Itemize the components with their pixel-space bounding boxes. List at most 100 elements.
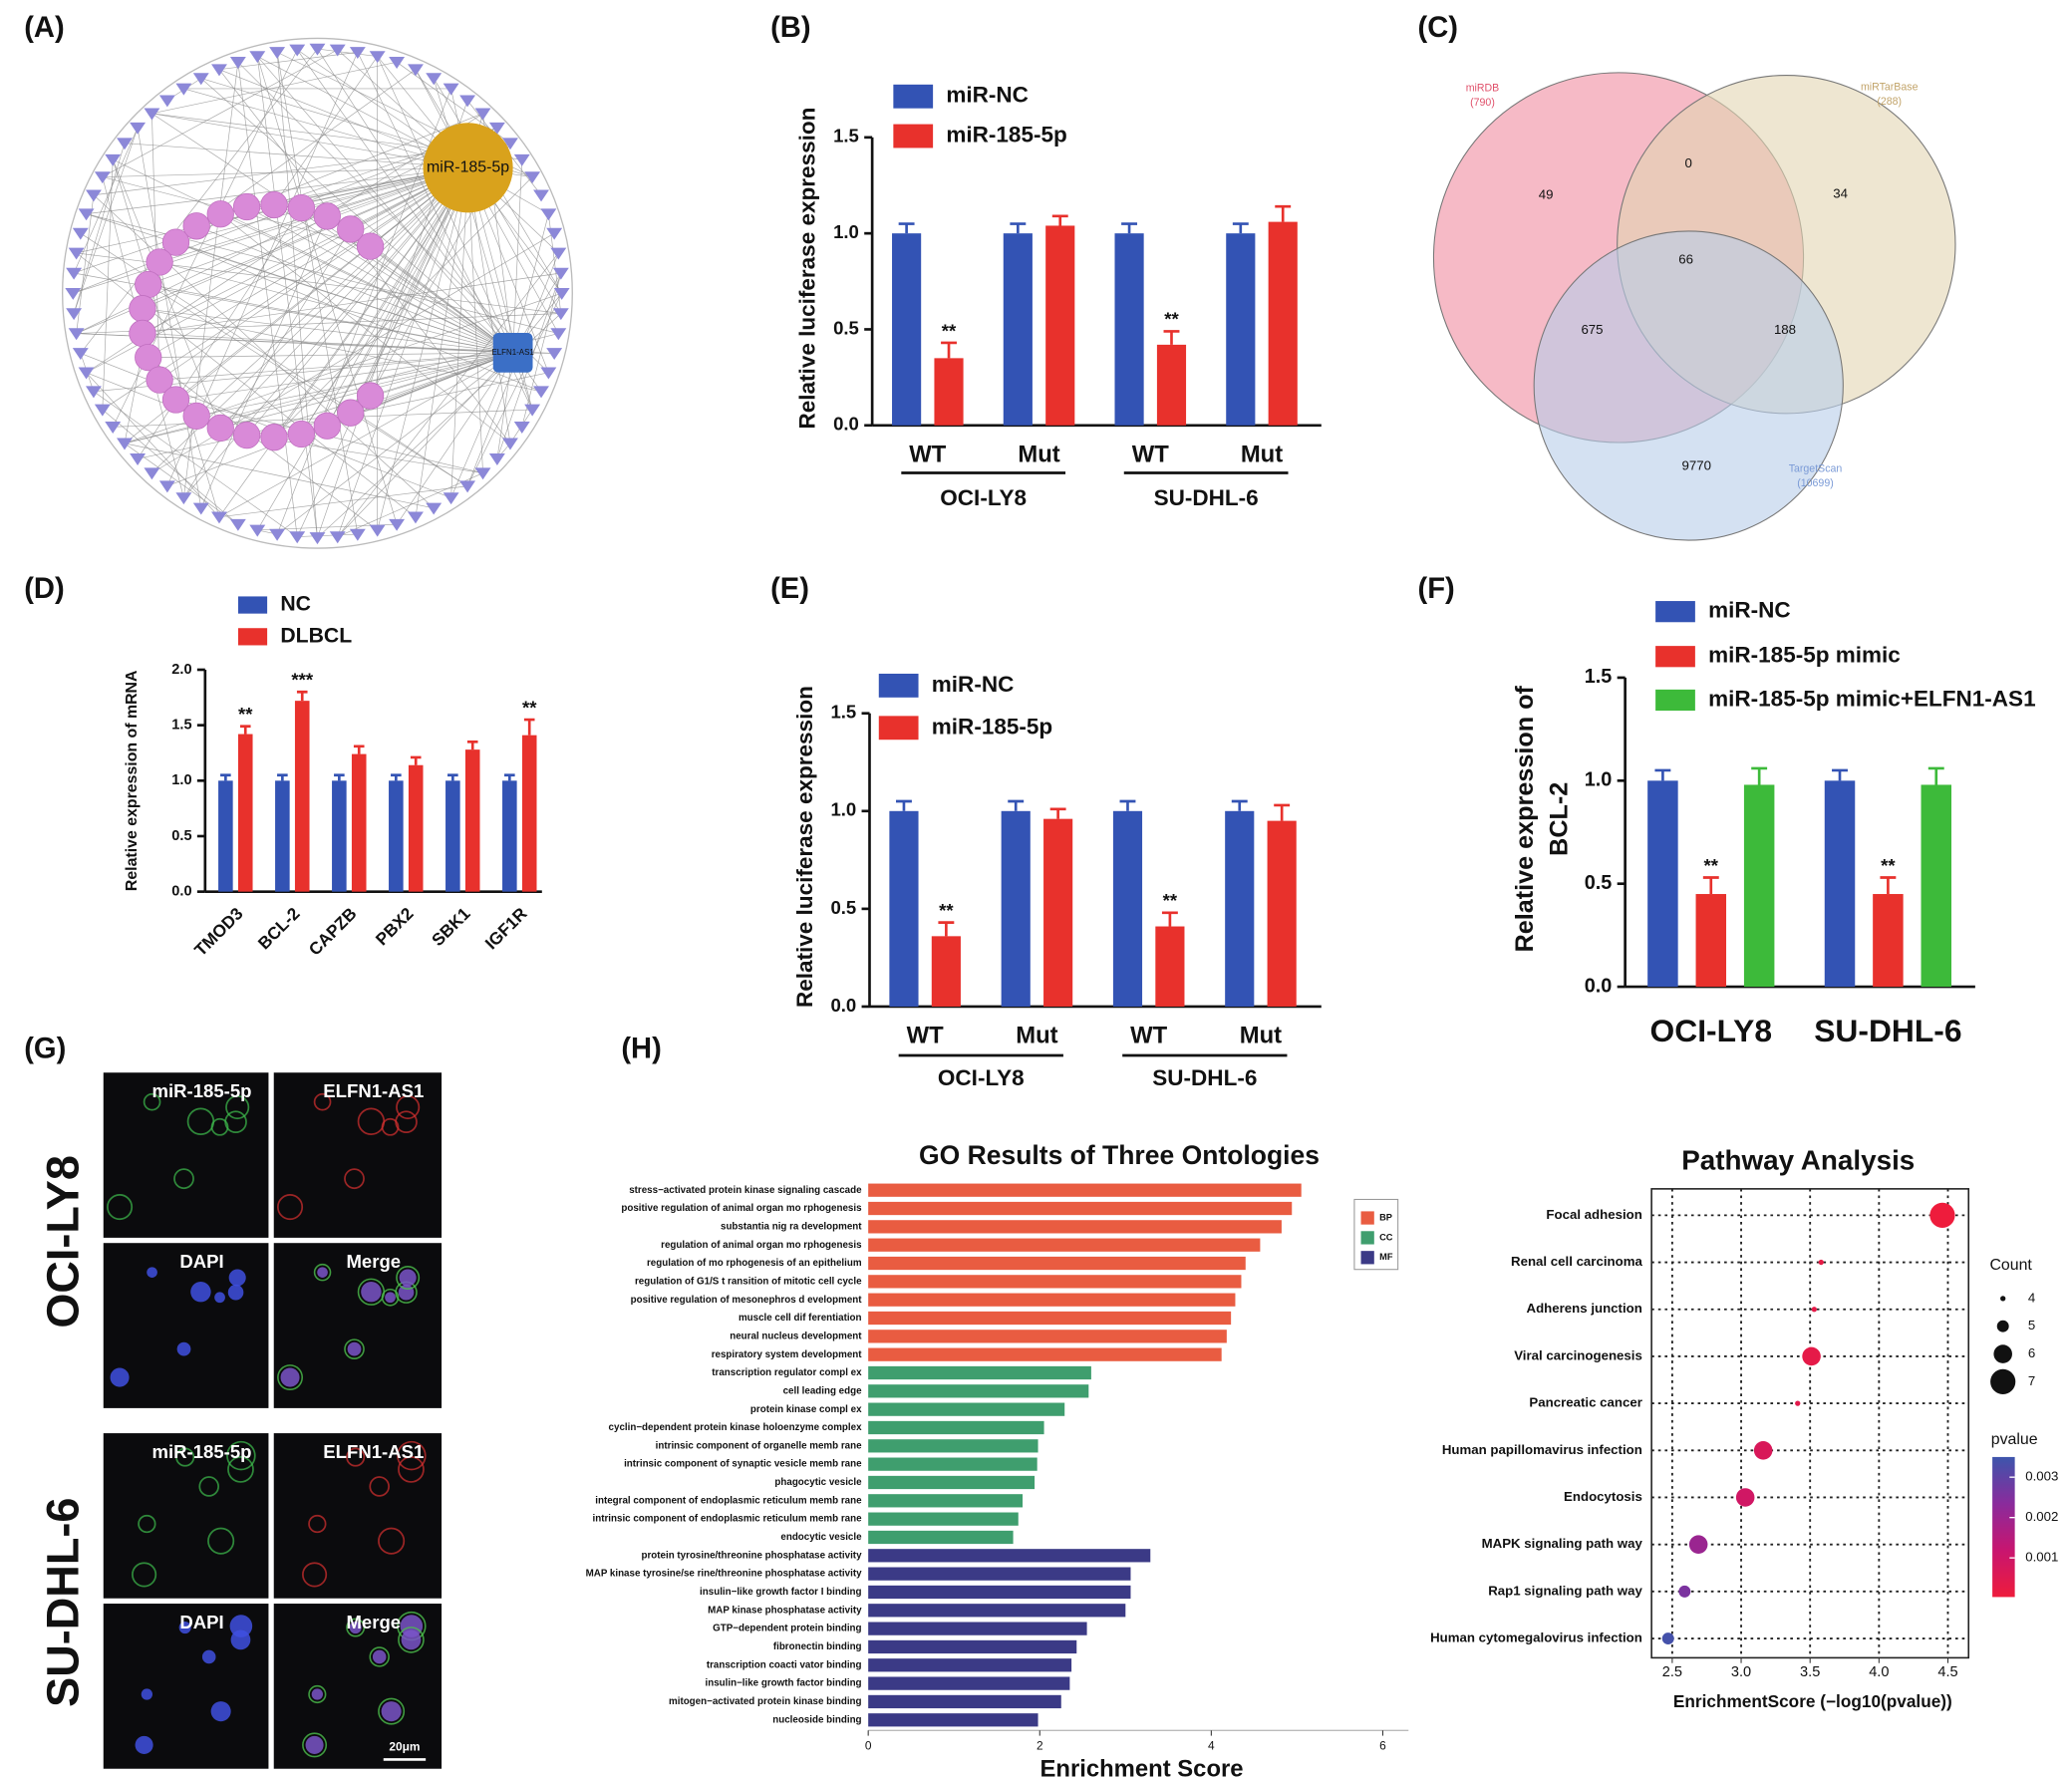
- mrna-node: [158, 95, 175, 108]
- mrna-node: [72, 227, 89, 240]
- network-edge: [256, 56, 398, 525]
- y-tick-label: 0.5: [1585, 872, 1613, 894]
- bar: [868, 1676, 1070, 1690]
- network-edge: [450, 352, 513, 498]
- mrna-node: [229, 518, 246, 531]
- error-bar: [1121, 222, 1138, 234]
- mrna-node: [546, 227, 563, 240]
- set-name: miRTarBase: [1861, 81, 1919, 93]
- network-edge: [512, 159, 523, 353]
- mrna-node: [552, 267, 569, 280]
- bar: [931, 936, 961, 1007]
- y-tick-label: 0.5: [833, 317, 859, 338]
- plot-frame: [1650, 1188, 1970, 1659]
- bar: [868, 1183, 1302, 1197]
- network-edge: [466, 293, 562, 486]
- network-edge: [246, 113, 483, 207]
- y-tick-label: regulation of animal organ mo rphogenesi…: [661, 1240, 862, 1251]
- cell: [198, 1476, 220, 1497]
- panel-label: (B): [770, 12, 810, 44]
- network-edge: [276, 352, 513, 535]
- bar: [868, 1639, 1077, 1654]
- mrna-node: [408, 511, 424, 524]
- legend-label: MF: [1379, 1252, 1393, 1262]
- network-edge: [237, 62, 298, 537]
- colorbar: [1992, 1456, 2015, 1598]
- mrna-node: [249, 51, 266, 64]
- y-tick-label: neural nucleus development: [730, 1331, 862, 1341]
- network-edge: [80, 48, 318, 354]
- error-bar: [391, 773, 402, 781]
- bar: [408, 764, 424, 892]
- network-edge: [142, 333, 513, 354]
- bar: [892, 233, 922, 426]
- mirna-node: [313, 412, 341, 440]
- error-bar: [1274, 803, 1291, 821]
- y-tick-label: Renal cell carcinoma: [1511, 1254, 1642, 1269]
- network-edge: [273, 176, 533, 438]
- error-bar: [1163, 330, 1180, 345]
- mirna-node: [287, 420, 316, 448]
- size-legend-title: Count: [1989, 1257, 2032, 1274]
- legend-label: miR-NC: [946, 83, 1029, 108]
- cell: [398, 1627, 425, 1653]
- error-bar: [334, 773, 345, 781]
- significance: **: [1881, 855, 1896, 876]
- significance: **: [1704, 855, 1719, 876]
- channel-label: Merge: [346, 1612, 401, 1632]
- x-tick-label: 2: [1036, 1738, 1043, 1752]
- network-edge: [151, 113, 160, 381]
- y-tick-label: 2.0: [171, 662, 191, 678]
- channel-label: DAPI: [179, 1251, 223, 1272]
- y-axis-label: Relative luciferase expression: [794, 108, 819, 430]
- x-tick-label: WT: [907, 1023, 945, 1049]
- colorbar-label: 0.001: [2025, 1550, 2058, 1565]
- mrna-node: [513, 422, 530, 434]
- network-edge: [113, 158, 513, 354]
- panel-label: (C): [1418, 12, 1458, 44]
- network-edge: [521, 272, 562, 428]
- mrna-node: [533, 386, 549, 399]
- channel-label: miR-185-5p: [152, 1080, 252, 1101]
- bar: [275, 780, 290, 892]
- y-tick-label: Adherens junction: [1527, 1301, 1642, 1316]
- region-count: 66: [1678, 252, 1693, 267]
- mrna-node: [144, 467, 160, 480]
- y-tick-label: Focal adhesion: [1546, 1207, 1641, 1222]
- network-edge: [148, 167, 468, 285]
- network-edge: [276, 88, 451, 535]
- y-tick-label: muscle cell dif ferentiation: [739, 1313, 862, 1324]
- y-tick-label: Human papillomavirus infection: [1442, 1442, 1642, 1457]
- error-bar: [1832, 768, 1848, 781]
- mrna-node: [552, 308, 569, 321]
- bar: [934, 358, 964, 426]
- error-bar: [1010, 222, 1027, 234]
- network-edge: [195, 167, 468, 417]
- network-edge: [137, 207, 302, 459]
- cell: [230, 1630, 251, 1650]
- dot: [1678, 1585, 1691, 1598]
- dot: [1735, 1488, 1755, 1507]
- network-edge: [124, 352, 513, 444]
- lnc-label: ELFN1-AS1: [491, 348, 534, 357]
- legend-label: miR-NC: [1708, 598, 1791, 623]
- bar: [1156, 344, 1187, 426]
- cell: [178, 1622, 191, 1634]
- x-tick-label: BCL-2: [254, 903, 304, 953]
- mrna-node: [94, 404, 111, 417]
- cell: [207, 1527, 235, 1555]
- bar: [868, 1494, 1024, 1508]
- cell: [190, 1282, 211, 1303]
- x-tick-label: 0: [865, 1738, 872, 1752]
- cell: [305, 1735, 324, 1754]
- mirna-node: [161, 228, 190, 256]
- bar: [521, 735, 537, 892]
- bar: [868, 1402, 1065, 1416]
- x-tick-label: 4.0: [1869, 1664, 1889, 1680]
- y-tick-label: 0.0: [171, 883, 191, 899]
- network-edge: [196, 352, 513, 417]
- network-edge: [467, 167, 483, 473]
- cell: [225, 1094, 250, 1120]
- bar: [868, 1530, 1014, 1545]
- mrna-node: [309, 43, 326, 56]
